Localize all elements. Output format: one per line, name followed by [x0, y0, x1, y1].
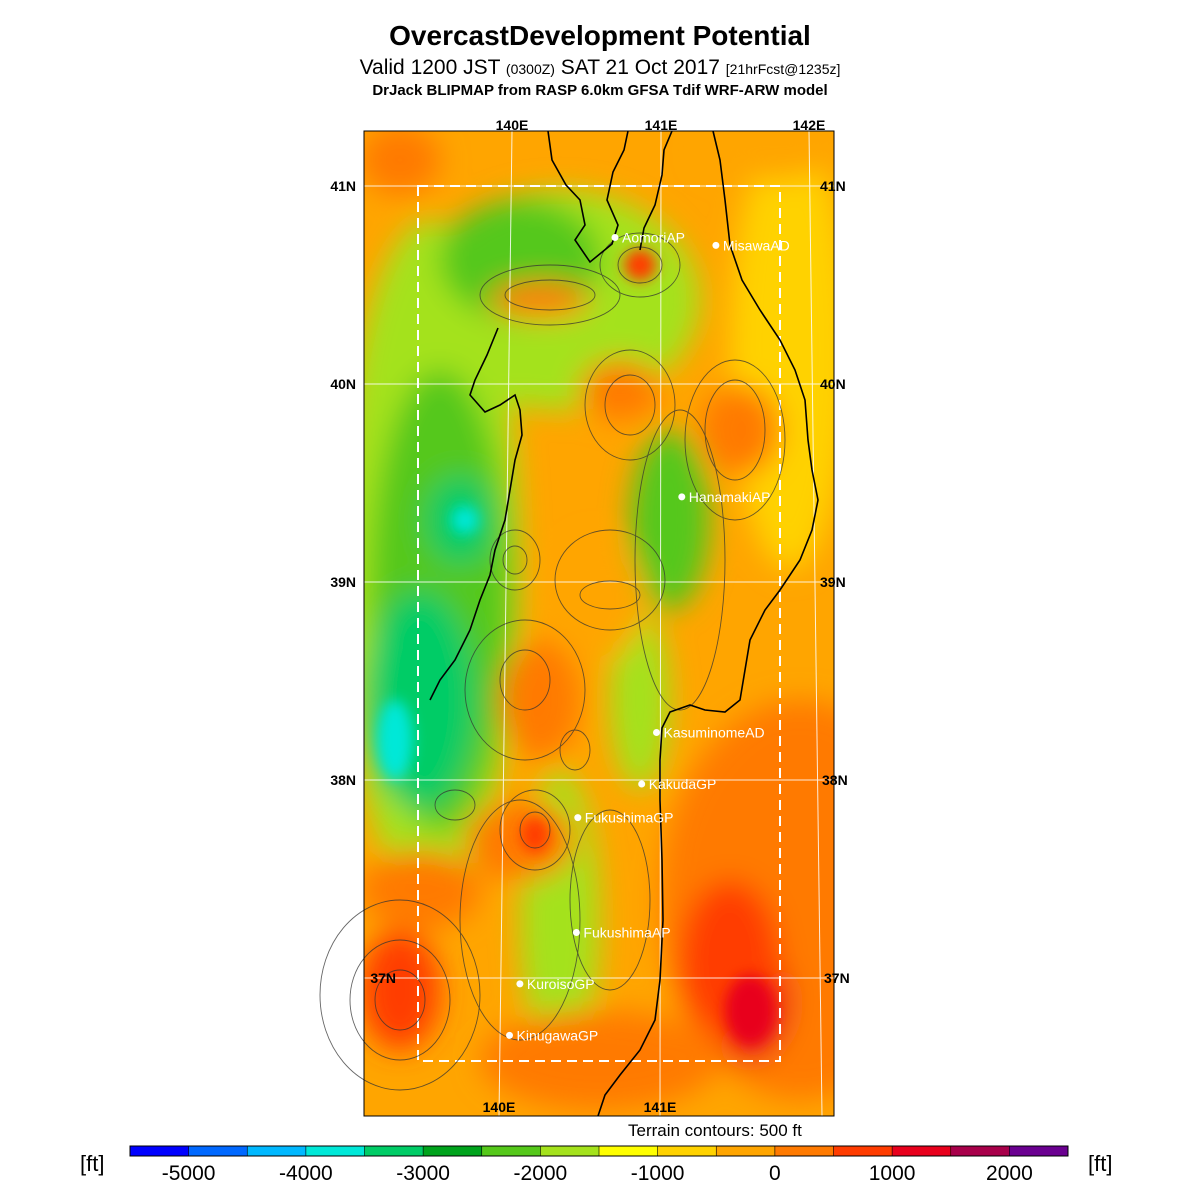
- airport-label: HanamakiAP: [689, 489, 771, 505]
- forecast-tag: [21hrFcst@1235z]: [725, 61, 841, 77]
- model-line: DrJack BLIPMAP from RASP 6.0km GFSA Tdif…: [372, 82, 828, 99]
- map-title: OvercastDevelopment Potential: [389, 20, 811, 51]
- airport-dot: [653, 729, 660, 736]
- airport-dot: [506, 1031, 513, 1039]
- airport-dot: [638, 780, 646, 788]
- colorbar-swatch: [423, 1146, 483, 1156]
- colorbar-swatch: [716, 1146, 776, 1156]
- colorbar-unit-left: [ft]: [80, 1151, 105, 1176]
- airport-dot: [678, 493, 686, 501]
- airport-dot: [611, 234, 619, 241]
- lon-label: 140E: [483, 1099, 516, 1115]
- terrain-contours: [319, 232, 786, 1091]
- airport-dot: [574, 814, 582, 822]
- airport-dot: [516, 980, 524, 988]
- inner-domain-box: [417, 185, 781, 1062]
- airport-dot: [572, 929, 580, 936]
- valid-date: SAT 21 Oct 2017: [560, 56, 720, 79]
- colorbar-swatch: [599, 1146, 658, 1156]
- airport-label: KuroisoGP: [527, 976, 595, 992]
- colorbar-swatch: [130, 1146, 189, 1156]
- lon-label: 140E: [496, 117, 529, 133]
- colorbar-swatch: [540, 1146, 600, 1156]
- colorbar-tick-label: 2000: [986, 1162, 1033, 1185]
- colorbar-tick-label: -5000: [162, 1162, 216, 1185]
- colorbar-swatch: [247, 1146, 307, 1156]
- lat-label: 38N: [330, 772, 356, 788]
- colorbar-tick-label: 0: [769, 1162, 781, 1185]
- valid-time-line: Valid 1200 JST (0300Z) SAT 21 Oct 2017 […: [0, 56, 1200, 80]
- colorbar-tick-label: -1000: [631, 1162, 685, 1185]
- lon-label: 141E: [645, 117, 678, 133]
- airport-dot: [712, 241, 720, 249]
- colorbar-swatch: [481, 1146, 541, 1156]
- lat-labels-right: 41N 40N 39N 38N 37N: [820, 178, 850, 986]
- colorbar-swatch: [950, 1146, 1010, 1156]
- airport-label: KakudaGP: [649, 776, 717, 792]
- lat-label: 40N: [330, 376, 356, 392]
- valid-utc: (0300Z): [505, 61, 555, 77]
- lon-labels-bottom: 140E 141E: [483, 1099, 677, 1115]
- lat-label: 39N: [330, 574, 356, 590]
- colorbar-tick-label: -4000: [279, 1162, 333, 1185]
- colorbar-unit-right: [ft]: [1088, 1151, 1113, 1176]
- colorbar-swatch: [364, 1146, 424, 1156]
- airport-label: AomoriAP: [622, 230, 685, 246]
- colorbar-swatch: [892, 1146, 952, 1156]
- colorbar-tick-label: -3000: [396, 1162, 450, 1185]
- colorbar-swatch: [774, 1146, 834, 1156]
- colorbar: -5000 -4000 -3000 -2000 -1000 0 1000 2000: [129, 1145, 1069, 1185]
- lat-label: 37N: [370, 970, 396, 986]
- colorbar-swatch: [833, 1146, 893, 1156]
- airport-label: KinugawaGP: [517, 1027, 599, 1043]
- field-layer: [364, 131, 834, 1116]
- colorbar-swatch: [1009, 1146, 1069, 1156]
- colorbar-swatch: [188, 1146, 248, 1156]
- airport-markers: AomoriAP MisawaAD HanamakiAP KasuminomeAD Ka…: [506, 230, 790, 1043]
- colorbar-swatch: [657, 1146, 717, 1156]
- colorbar-tick-label: 1000: [869, 1162, 916, 1185]
- terrain-contour-note: Terrain contours: 500 ft: [628, 1121, 802, 1140]
- lat-label: 40N: [820, 376, 846, 392]
- coastline: [429, 130, 819, 1117]
- lat-label: 41N: [820, 178, 846, 194]
- map-frame: [363, 130, 835, 1117]
- airport-label: MisawaAD: [723, 237, 790, 253]
- colorbar-swatch: [305, 1146, 365, 1156]
- lat-label: 41N: [330, 178, 356, 194]
- airport-label: KasuminomeAD: [664, 725, 765, 741]
- lat-label: 38N: [822, 772, 848, 788]
- lat-label: 37N: [824, 970, 850, 986]
- valid-prefix: Valid 1200 JST: [359, 56, 501, 79]
- airport-label: FukushimaGP: [585, 810, 674, 826]
- lat-labels-left: 41N 40N 39N 38N 37N: [330, 178, 396, 986]
- lon-label: 141E: [644, 1099, 677, 1115]
- airport-label: FukushimaAP: [583, 925, 670, 941]
- lon-label: 142E: [793, 117, 826, 133]
- lat-label: 39N: [820, 574, 846, 590]
- colorbar-tick-label: -2000: [514, 1162, 568, 1185]
- lon-labels-top: 140E 141E 142E: [496, 117, 826, 133]
